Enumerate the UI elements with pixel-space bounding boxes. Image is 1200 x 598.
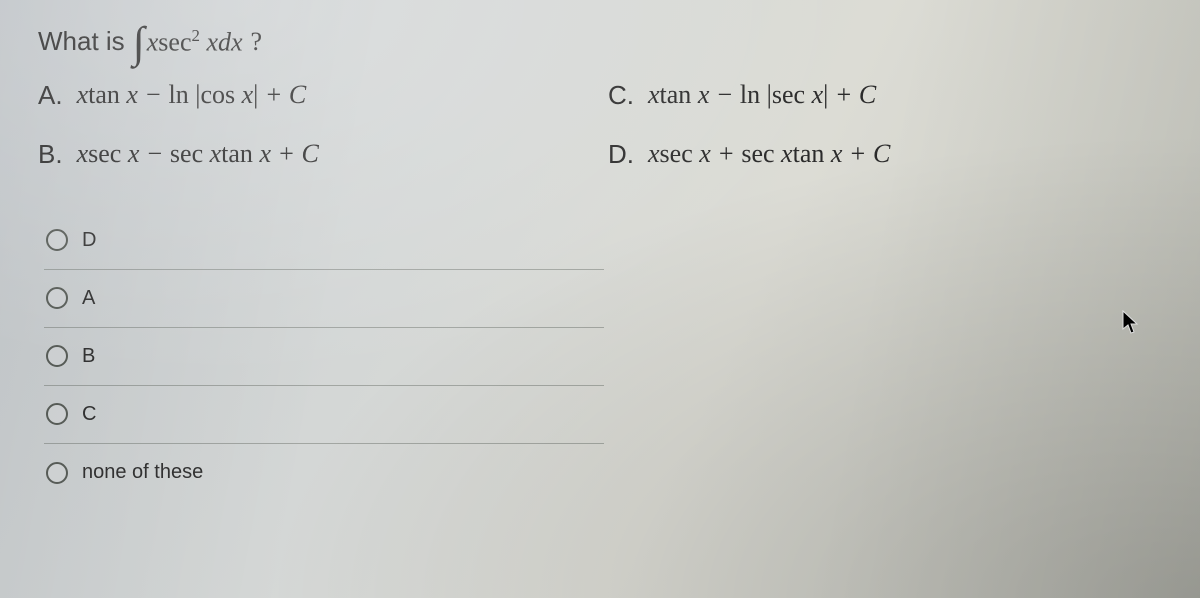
ans-C-sec: sec [772, 80, 805, 109]
option-row-B[interactable]: B [44, 328, 604, 386]
ans-B-sec2: sec [170, 139, 203, 168]
ans-D-p4: x + C [831, 139, 890, 168]
integrand-x2: x [206, 28, 218, 57]
integrand-sec: sec [158, 28, 191, 57]
question-integral: ∫xsec2 xdx [133, 26, 243, 58]
ans-B-p4: x + C [259, 139, 318, 168]
radio-icon[interactable] [46, 403, 68, 425]
ans-B-p1: x [77, 139, 89, 168]
answer-B-expr: xsec x − sec xtan x + C [77, 139, 319, 169]
ans-C-p1: x [648, 80, 660, 109]
ans-C-p3: x [812, 80, 824, 109]
answer-D-letter: D. [608, 139, 634, 170]
ans-C-tan: tan [660, 80, 692, 109]
answer-A: A. xtan x − ln |cos x| + C [38, 80, 548, 111]
ans-D-p1: x [648, 139, 660, 168]
answer-C-letter: C. [608, 80, 634, 111]
ans-D-p3: x [781, 139, 793, 168]
radio-icon[interactable] [46, 229, 68, 251]
question-qmark: ? [251, 27, 263, 57]
option-row-A[interactable]: A [44, 270, 604, 328]
ans-D-tan: tan [793, 139, 825, 168]
ans-B-p2: x − [128, 139, 170, 168]
option-label: none of these [82, 461, 203, 484]
integrand-x1: x [147, 28, 159, 57]
ans-C-tail: + C [828, 80, 876, 109]
ans-A-cos: cos [200, 80, 235, 109]
ans-A-ln: ln [168, 80, 188, 109]
integrand-exp: 2 [192, 26, 200, 45]
answer-C: C. xtan x − ln |sec x| + C [608, 80, 1118, 111]
ans-D-p2: x + [699, 139, 741, 168]
integrand-dx: dx [218, 28, 243, 57]
ans-B-p3: x [210, 139, 222, 168]
option-label: D [82, 229, 96, 252]
option-row-C[interactable]: C [44, 386, 604, 444]
quiz-page: What is ∫xsec2 xdx ? A. xtan x − ln |cos… [0, 0, 1200, 598]
question-text: What is ∫xsec2 xdx ? [38, 26, 1162, 58]
ans-B-tan: tan [221, 139, 253, 168]
answer-A-letter: A. [38, 80, 63, 111]
option-row-none[interactable]: none of these [44, 444, 604, 502]
radio-icon[interactable] [46, 345, 68, 367]
option-label: A [82, 287, 95, 310]
ans-C-ln: ln [740, 80, 760, 109]
cursor-icon [1122, 310, 1140, 336]
answer-D-expr: xsec x + sec xtan x + C [648, 139, 890, 169]
answer-B-letter: B. [38, 139, 63, 170]
ans-A-tan: tan [88, 80, 120, 109]
question-lead: What is [38, 26, 125, 57]
answer-grid: A. xtan x − ln |cos x| + C C. xtan x − l… [38, 80, 1118, 170]
option-label: B [82, 345, 95, 368]
answer-B: B. xsec x − sec xtan x + C [38, 139, 548, 170]
answer-C-expr: xtan x − ln |sec x| + C [648, 80, 876, 110]
option-label: C [82, 403, 96, 426]
ans-A-p1: x [77, 80, 89, 109]
answer-A-expr: xtan x − ln |cos x| + C [77, 80, 307, 110]
ans-C-p2: x − [698, 80, 740, 109]
radio-icon[interactable] [46, 462, 68, 484]
ans-B-sec1: sec [88, 139, 121, 168]
ans-A-p2: x − [126, 80, 168, 109]
ans-D-sec2: sec [741, 139, 774, 168]
option-list: D A B C none of these [44, 212, 604, 502]
radio-icon[interactable] [46, 287, 68, 309]
option-row-D[interactable]: D [44, 212, 604, 270]
ans-A-p3: x [242, 80, 254, 109]
ans-A-tail: + C [258, 80, 306, 109]
ans-D-sec1: sec [660, 139, 693, 168]
answer-D: D. xsec x + sec xtan x + C [608, 139, 1118, 170]
